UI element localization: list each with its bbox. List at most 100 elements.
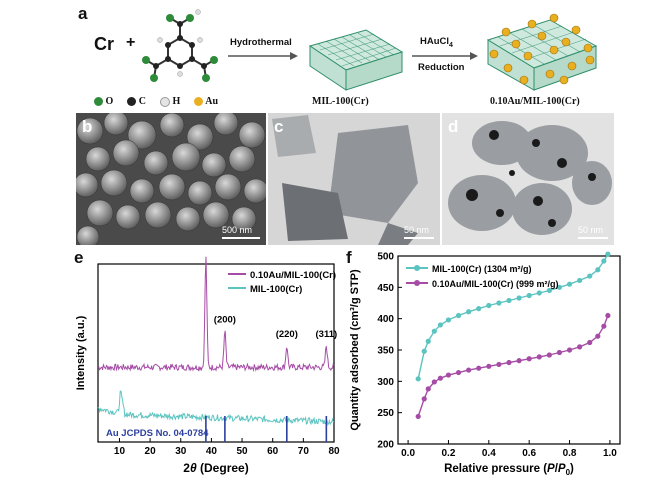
xrd-plot-frame <box>97 263 335 443</box>
panel-letter-e: e <box>74 248 84 267</box>
isotherm-x-tick-label: 1.0 <box>603 448 617 459</box>
isotherm-y-tick-label: 350 <box>377 346 394 357</box>
isotherm-data-point <box>605 251 611 257</box>
xrd-series-line <box>97 256 335 373</box>
isotherm-data-point <box>577 277 583 284</box>
legend-label-mil: MIL-100(Cr) <box>250 284 302 295</box>
isotherm-data-point <box>425 386 431 392</box>
isotherm-data-point <box>496 300 502 306</box>
scalebar-c <box>404 237 434 239</box>
xrd-x-tick-label: 40 <box>206 446 218 457</box>
isotherm-data-point <box>496 361 502 368</box>
xrd-x-tick-label: 10 <box>114 446 126 457</box>
isotherm-data-point <box>415 413 421 420</box>
xrd-x-tick-label: 50 <box>236 446 248 457</box>
tem-micrograph-d <box>442 113 614 245</box>
xrd-legend: 0.10Au/MIL-100(Cr) MIL-100(Cr) <box>228 270 336 295</box>
isotherm-data-point <box>601 258 607 264</box>
mil100-label: MIL-100(Cr) <box>312 96 369 107</box>
isotherm-x-tick-label: 0.6 <box>522 448 536 459</box>
legend-au: Au <box>194 96 218 107</box>
isotherm-series-line <box>417 315 609 417</box>
sem-image-panel-b: b 500 nm <box>76 113 266 245</box>
au-mil100-framework-icon <box>486 13 598 91</box>
isotherm-data-point <box>476 365 482 371</box>
isotherm-data-point <box>466 309 472 315</box>
isotherm-x-axis-label: Relative pressure (P/P0) <box>444 463 574 477</box>
isotherm-y-tick-label: 300 <box>377 377 394 388</box>
isotherm-y-axis-label: Quantity adsorbed (cm³/g STP) <box>349 269 361 431</box>
scalebar-label-d: 50 nm <box>578 225 604 235</box>
isotherm-x-tick-label: 0.8 <box>563 448 577 459</box>
hydrothermal-arrow-icon <box>228 52 298 60</box>
isotherm-data-point <box>445 372 452 378</box>
isotherm-data-point <box>526 292 532 299</box>
oxygen-atom-icon <box>94 97 103 107</box>
sem-micrograph <box>76 113 266 245</box>
panel-letter-b: b <box>82 117 93 136</box>
isotherm-ticks: 0.0 0.2 0.4 0.6 0.8 1.0 200 250 300 350 400 450 500 <box>377 252 617 460</box>
carbon-atom-icon <box>127 97 137 107</box>
isotherm-data-point <box>486 302 492 309</box>
legend-label-mil-bet: MIL-100(Cr) (1304 m²/g) <box>432 264 532 274</box>
isotherm-data-point <box>601 323 607 329</box>
xrd-x-tick-label: 80 <box>328 446 340 457</box>
ligand-molecule-icon <box>142 9 218 82</box>
tem-image-panel-d: d 50 nm <box>442 113 614 245</box>
isotherm-x-tick-label: 0.0 <box>401 448 415 459</box>
isotherm-data-point <box>605 312 611 319</box>
isotherm-y-tick-label: 400 <box>377 314 394 325</box>
reduction-label: Reduction <box>418 62 465 73</box>
isotherm-data-point <box>425 338 431 344</box>
au-mil100-label: 0.10Au/MIL-100(Cr) <box>490 96 580 107</box>
isotherm-data-point <box>437 322 443 328</box>
isotherm-data-point <box>476 306 482 312</box>
plus-sign: + <box>126 34 136 51</box>
scalebar-b <box>222 237 260 239</box>
isotherm-data-point <box>577 344 583 350</box>
isotherm-data-point <box>506 297 512 304</box>
xrd-peak-label: (311) <box>316 329 338 340</box>
gold-atom-icon <box>194 97 204 107</box>
xrd-peak-label: (200) <box>214 315 236 326</box>
legend-marker-mil-bet <box>414 265 420 271</box>
xrd-series-line <box>97 390 335 427</box>
atom-legend: O C H Au <box>94 96 218 107</box>
chromium-label: Cr <box>94 34 115 54</box>
isotherm-data-point <box>556 349 563 356</box>
isotherm-x-tick-label: 0.4 <box>482 448 496 459</box>
mil100-framework-icon <box>308 29 404 91</box>
isotherm-data-point <box>455 369 462 376</box>
isotherm-data-point <box>421 396 427 402</box>
xrd-peak-label: (220) <box>276 329 298 340</box>
legend-label-au-mil: 0.10Au/MIL-100(Cr) <box>250 270 336 281</box>
panel-letter-a: a <box>78 4 88 23</box>
isotherm-data-point <box>556 284 563 290</box>
isotherm-data-point <box>536 354 542 360</box>
isotherm-series <box>415 251 611 420</box>
isotherm-y-tick-label: 250 <box>377 408 394 419</box>
xrd-x-ticks: 10 20 30 40 50 60 70 80 <box>114 438 340 457</box>
panel-letter-c: c <box>274 117 284 136</box>
isotherm-data-point <box>431 328 437 334</box>
isotherm-y-tick-label: 450 <box>377 283 394 294</box>
isotherm-legend: MIL-100(Cr) (1304 m²/g) 0.10Au/MIL-100(C… <box>406 264 559 289</box>
isotherm-data-point <box>466 367 472 373</box>
xrd-x-tick-label: 70 <box>298 446 310 457</box>
isotherm-data-point <box>587 273 593 279</box>
panel-letter-f: f <box>346 248 352 267</box>
isotherm-data-point <box>486 363 492 369</box>
hydrothermal-label: Hydrothermal <box>230 37 292 48</box>
isotherm-data-point <box>546 352 552 358</box>
isotherm-data-point <box>506 359 512 366</box>
xrd-x-axis-label: 2θ (Degree) <box>183 461 248 475</box>
isotherm-data-point <box>455 312 462 319</box>
isotherm-chart: 0.0 0.2 0.4 0.6 0.8 1.0200250300350400450500 … <box>349 251 621 477</box>
tem-micrograph-c <box>268 113 440 245</box>
legend-marker-au-mil-bet <box>414 280 420 286</box>
isotherm-data-point <box>445 317 452 323</box>
scalebar-d <box>578 237 608 239</box>
xrd-peak-labels: (111) (200) (220) (311) <box>195 250 337 340</box>
legend-c: C <box>127 96 146 107</box>
isotherm-data-point <box>421 348 427 354</box>
